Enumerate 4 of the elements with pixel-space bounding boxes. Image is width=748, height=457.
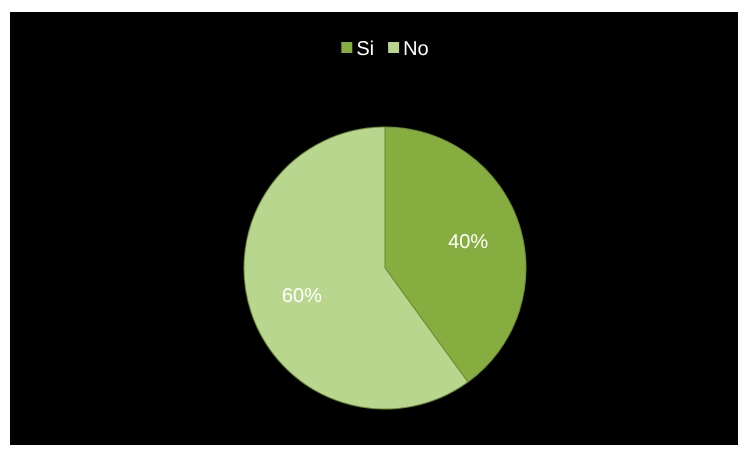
legend-label: No bbox=[403, 38, 429, 60]
legend-label: Si bbox=[356, 38, 374, 60]
data-label: 60% bbox=[282, 285, 322, 308]
data-label: 40% bbox=[448, 230, 488, 253]
